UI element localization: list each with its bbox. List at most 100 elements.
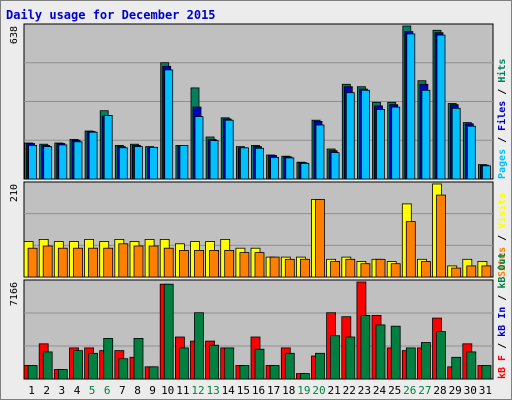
bar-sites-day-14 xyxy=(224,249,235,278)
bar-sites-day-28 xyxy=(436,194,446,278)
bar-kb-out-day-9 xyxy=(148,366,159,380)
bar-sites-day-5 xyxy=(88,247,98,278)
bar-pages-day-26 xyxy=(406,33,416,180)
bar-kb-out-day-3 xyxy=(57,369,68,380)
bar-kb-out-day-5 xyxy=(88,352,98,380)
bar-sites-day-9 xyxy=(148,245,159,278)
bar-pages-day-10 xyxy=(164,69,174,180)
bar-sites-day-20 xyxy=(315,199,325,278)
bar-sites-day-26 xyxy=(405,221,416,278)
bar-kb-out-day-22 xyxy=(345,336,356,380)
bar-kb-out-day-17 xyxy=(269,365,280,380)
bar-kb-out-day-19 xyxy=(299,373,310,380)
bar-pages-day-9 xyxy=(149,146,159,180)
bar-sites-day-19 xyxy=(299,258,310,278)
chart-panels: 638 Pages / Files / Hits 210 Sites / Visits… xyxy=(9,23,508,380)
bar-sites-day-17 xyxy=(269,256,280,278)
bar-pages-day-18 xyxy=(285,157,295,180)
x-tick-label: 28 xyxy=(433,384,446,397)
legend-separator: / xyxy=(497,83,508,101)
bar-sites-day-15 xyxy=(239,252,250,278)
bar-kb-out-day-11 xyxy=(178,347,189,380)
bar-sites-day-16 xyxy=(254,252,265,278)
y-max-label: 7166 xyxy=(9,282,20,306)
bar-sites-day-8 xyxy=(133,245,144,278)
x-tick-label: 4 xyxy=(74,384,81,397)
x-tick-label: 18 xyxy=(282,384,295,397)
legend-entry-kb-f: kB F xyxy=(497,355,508,379)
legend-entry-visits: Visits xyxy=(496,193,508,229)
bar-kb-out-day-21 xyxy=(330,335,341,380)
bar-sites-day-13 xyxy=(209,249,220,278)
legend-text: Pages / Files / Hits xyxy=(496,59,508,179)
bar-pages-day-4 xyxy=(73,141,83,180)
legend-separator: / xyxy=(497,131,508,149)
x-tick-label: 29 xyxy=(449,384,462,397)
x-tick-label: 12 xyxy=(191,384,204,397)
bar-kb-out-day-16 xyxy=(254,348,265,380)
bar-pages-day-11 xyxy=(179,144,189,180)
chart-title: Daily usage for December 2015 xyxy=(6,8,216,22)
bar-sites-day-2 xyxy=(42,245,53,278)
bar-pages-day-31 xyxy=(481,165,491,180)
bar-sites-day-10 xyxy=(163,247,174,278)
bar-kb-out-day-14 xyxy=(224,347,235,380)
legend-entry-pages: Pages xyxy=(497,149,508,179)
x-tick-label: 31 xyxy=(479,384,492,397)
x-tick-label: 15 xyxy=(237,384,250,397)
bar-kb-out-day-27 xyxy=(420,342,431,380)
x-tick-label: 16 xyxy=(252,384,265,397)
bar-kb-out-day-31 xyxy=(481,365,492,380)
bar-pages-day-17 xyxy=(270,156,280,180)
bar-pages-day-23 xyxy=(360,89,370,180)
bar-sites-day-25 xyxy=(390,263,401,278)
bar-kb-out-day-6 xyxy=(103,337,114,380)
x-tick-label: 21 xyxy=(327,384,340,397)
y-max-label: 638 xyxy=(9,26,20,44)
bar-sites-day-23 xyxy=(360,263,371,278)
legend-entry-hits: Hits xyxy=(496,59,508,83)
legend-text: Sites / Visits xyxy=(496,193,508,277)
bar-kb-out-day-13 xyxy=(209,344,220,380)
x-tick-label: 13 xyxy=(206,384,219,397)
bar-sites-day-31 xyxy=(481,265,492,278)
bar-kb-out-day-20 xyxy=(315,352,325,380)
panel-kbin-kbout: 7166 kB F / kB In / kB Out xyxy=(9,253,508,380)
x-tick-label: 24 xyxy=(373,384,387,397)
legend-entry-sites: Sites xyxy=(496,247,508,277)
bar-kb-out-day-25 xyxy=(390,325,401,380)
bar-kb-out-day-30 xyxy=(466,351,477,380)
bar-kb-out-day-8 xyxy=(133,337,144,380)
x-tick-label: 9 xyxy=(149,384,156,397)
bar-kb-out-day-2 xyxy=(42,351,53,380)
bar-kb-out-day-29 xyxy=(451,356,462,380)
x-tick-label: 19 xyxy=(297,384,310,397)
x-tick-label: 11 xyxy=(176,384,189,397)
bar-pages-day-21 xyxy=(330,152,340,180)
legend-separator: / xyxy=(497,337,508,355)
bar-sites-day-24 xyxy=(375,258,386,278)
bar-sites-day-22 xyxy=(345,258,356,278)
x-axis-labels: 1 2 3 4 5 6 7 8 9 10 11 12 13 14 15 16 17 18 19 20 21 22 23 24 2… xyxy=(28,384,492,397)
bar-pages-day-12 xyxy=(194,116,204,180)
bar-kb-out-day-24 xyxy=(375,324,386,380)
bar-sites-day-29 xyxy=(451,267,462,278)
legend-separator: / xyxy=(497,229,508,247)
bar-pages-day-6 xyxy=(103,115,113,180)
bar-sites-day-3 xyxy=(57,247,68,278)
legend-separator: / xyxy=(497,289,508,307)
bar-pages-day-22 xyxy=(345,92,355,180)
bar-pages-day-8 xyxy=(134,146,143,180)
bar-pages-day-28 xyxy=(436,34,446,180)
bar-sites-day-7 xyxy=(118,243,129,278)
bar-pages-day-29 xyxy=(451,107,461,180)
bar-sites-day-27 xyxy=(420,261,431,278)
x-tick-label: 2 xyxy=(43,384,50,397)
x-tick-label: 25 xyxy=(388,384,401,397)
x-tick-label: 23 xyxy=(358,384,371,397)
legend: kB F / kB In / kB Out xyxy=(497,253,508,379)
bar-kb-out-day-28 xyxy=(436,331,446,380)
x-tick-label: 30 xyxy=(464,384,477,397)
x-tick-label: 5 xyxy=(89,384,96,397)
bar-pages-day-15 xyxy=(239,147,249,180)
